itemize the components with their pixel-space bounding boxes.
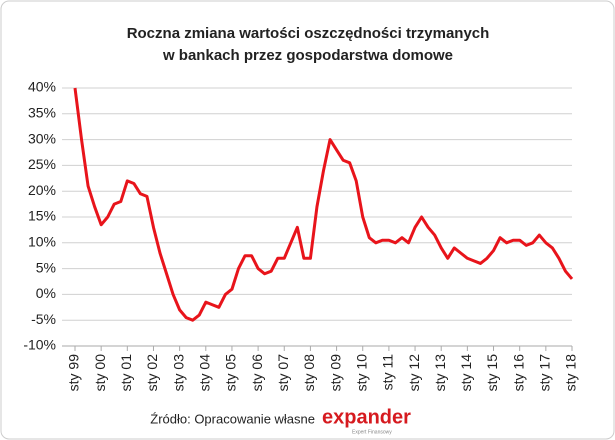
x-tick-label: sty 02 [144,354,160,392]
y-tick-label: -10% [23,337,56,353]
y-tick-label: 20% [28,182,56,198]
y-tick-label: 5% [36,259,56,275]
logo-tagline: Expert Finansowy [352,429,392,435]
y-tick-label: 30% [28,130,56,146]
x-tick-label: sty 07 [275,354,291,392]
x-tick-label: sty 10 [353,354,369,392]
x-tick-label: sty 03 [170,354,186,392]
source: Źródło: Opracowanie własne [150,411,315,426]
x-tick-label: sty 99 [66,354,82,392]
x-tick-label: sty 17 [537,354,553,392]
x-tick-label: sty 11 [380,354,396,391]
x-tick-label: sty 00 [92,354,108,392]
data-line [73,87,574,322]
y-tick-label: 15% [28,208,56,224]
x-tick-label: sty 04 [196,354,212,392]
y-tick-label: 25% [28,156,56,172]
x-tick-label: sty 05 [223,354,239,392]
x-tick-label: sty 01 [118,354,134,392]
x-tick-label: sty 12 [406,354,422,392]
x-tick-label: sty 06 [249,354,265,392]
x-tick-label: sty 09 [327,354,343,392]
x-tick-label: sty 13 [432,354,448,392]
x-tick-label: sty 14 [458,354,474,392]
y-tick-label: 35% [28,105,56,121]
x-tick-label: sty 18 [563,354,579,392]
y-tick-label: 10% [28,234,56,250]
x-tick-label: sty 15 [484,354,500,392]
x-tick-label: sty 08 [301,354,317,392]
x-tick-label: sty 16 [510,354,526,392]
chart-title: Roczna zmiana wartości oszczędności trzy… [127,25,490,42]
y-tick-label: 0% [36,285,56,301]
y-tick-label: -5% [31,311,56,327]
y-tick-label: 40% [28,79,56,95]
chart-title: w bankach przez gospodarstwa domowe [162,47,453,64]
logo: expander [322,406,411,428]
